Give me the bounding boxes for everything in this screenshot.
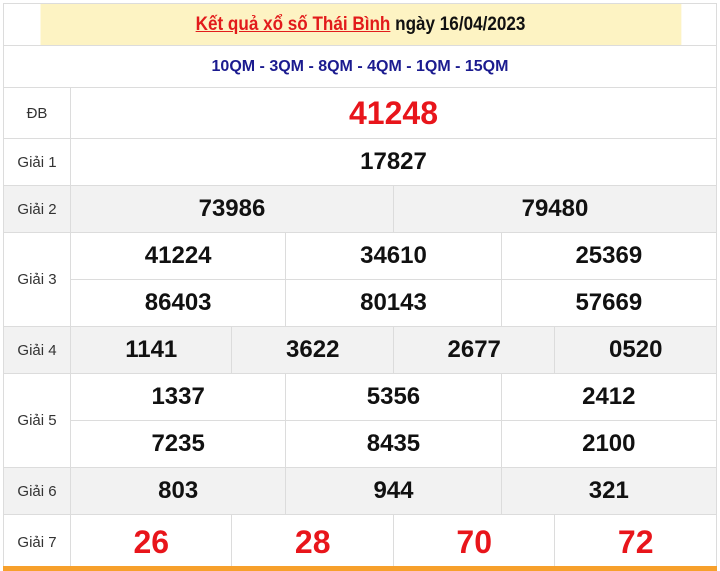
prize-number: 3622 [231,326,394,374]
prize-number: 2677 [392,326,556,374]
prize-number: 1337 [69,373,287,421]
prize-label: Giải 2 [3,185,71,233]
prize-number: 79480 [392,185,718,233]
prize-number: 57669 [500,279,718,327]
prize-number: 7235 [69,420,287,468]
results-table: Kết quả xổ số Thái Bình ngày 16/04/2023 … [3,3,718,570]
prize-number: 41248 [70,87,717,139]
prize-number: 1141 [69,326,233,374]
prize-number: 72 [554,514,717,570]
prize-number: 803 [69,467,287,515]
prize-number: 8435 [285,420,502,468]
prize-label: Giải 1 [3,138,71,186]
prize-number: 2100 [500,420,718,468]
footer-bar [3,566,717,571]
row-g3: Giải 3 41224 34610 25369 [3,232,718,327]
prize-number: 17827 [70,138,717,186]
row-g2: Giải 2 73986 79480 [3,185,718,233]
row-g1: Giải 1 17827 [3,138,717,186]
prize-label: Giải 3 [3,232,71,327]
prize-number: 321 [500,467,718,515]
prize-number: 41224 [69,232,287,280]
prize-label: Giải 5 [3,373,71,468]
prize-number: 0520 [554,326,717,374]
prize-number: 25369 [500,232,718,280]
prize-number: 2412 [500,373,718,421]
prize-label: Giải 4 [3,326,71,374]
row-g6: Giải 6 803 944 321 [3,467,718,515]
prize-number: 34610 [285,232,502,280]
prize-label: Giải 6 [3,467,71,515]
prize-label: Giải 7 [3,514,71,570]
prize-number: 26 [69,514,233,570]
prize-number: 944 [285,467,502,515]
prize-number: 86403 [69,279,287,327]
prize-number: 73986 [70,185,394,233]
province-link[interactable]: Kết quả xổ số Thái Bình [195,13,390,35]
prize-number: 28 [231,514,394,570]
row-g5: Giải 5 1337 5356 2412 [3,373,718,468]
prize-number: 70 [392,514,556,570]
prize-number: 80143 [285,279,502,327]
prize-label: ĐB [3,87,71,139]
row-g4: Giải 4 1141 3622 2677 0520 [3,326,717,374]
row-g7: Giải 7 26 28 70 72 [3,514,717,570]
prize-number: 5356 [285,373,502,421]
lottery-results: Kết quả xổ số Thái Bình ngày 16/04/2023 … [3,3,718,570]
results-date: ngày 16/04/2023 [394,13,525,35]
row-db: ĐB 41248 [3,87,717,139]
results-title: Kết quả xổ số Thái Bình ngày 16/04/2023 [38,3,682,46]
ticket-codes: 10QM - 3QM - 8QM - 4QM - 1QM - 15QM [3,45,717,88]
